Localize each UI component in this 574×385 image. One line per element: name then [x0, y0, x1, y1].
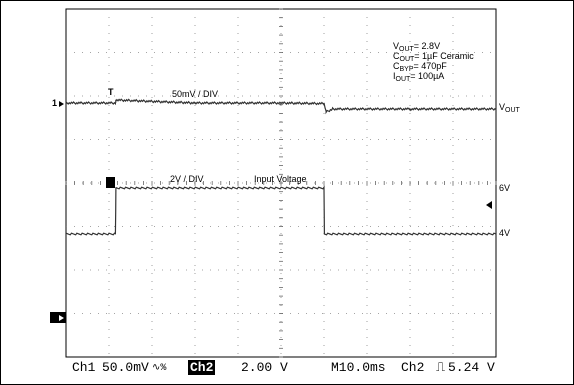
annotation-line: CBYP= 470pF: [393, 61, 447, 73]
annotation-line: IOUT= 100µA: [393, 71, 444, 83]
trace-input-voltage: [65, 185, 497, 236]
channel-2-arrow: [59, 315, 64, 321]
channel-2-marker-bg: [50, 312, 66, 323]
trigger-level-arrow: [486, 201, 492, 209]
annotation-line: COUT= 1µF Ceramic: [393, 51, 474, 63]
status-ch1-coupling: ∿%: [152, 363, 167, 374]
annotation-line: VOUT= 2.8V: [393, 41, 440, 53]
channel-1-marker: 1: [52, 98, 57, 108]
right-label-6v: 6V: [499, 183, 510, 193]
trigger-marker-ch1: T: [108, 87, 114, 97]
trigger-marker-ch2: T: [107, 178, 113, 188]
status-ch1-scale: 50.0mV: [102, 360, 149, 375]
status-trigger-slope: ⎍: [436, 360, 446, 375]
traces: [65, 98, 497, 236]
right-label-4v: 4V: [499, 228, 510, 238]
channel-2-marker: 2: [52, 313, 57, 323]
status-trigger-source: Ch2: [401, 360, 425, 375]
vout-scale-label: 50mV / DIV: [172, 89, 218, 99]
input-voltage-label: Input Voltage: [254, 174, 307, 184]
status-timebase: M10.0ms: [331, 360, 386, 375]
status-trigger-level: 5.24 V: [448, 360, 495, 375]
trigger-marker-ch2-bg: [106, 177, 115, 188]
status-ch2-scale: 2.00 V: [241, 360, 288, 375]
channel-1-arrow: [59, 101, 64, 107]
input-scale-label: 2V / DIV: [170, 174, 204, 184]
plot-labels: 50mV / DIV 2V / DIV Input Voltage T T VOUT= 2…: [50, 41, 521, 323]
status-ch1-label: Ch1: [72, 360, 96, 375]
status-ch2-label: Ch2: [188, 360, 216, 375]
right-label-vout: VOUT: [499, 102, 521, 114]
trace-vout: [65, 98, 497, 115]
graticule: [65, 8, 497, 358]
